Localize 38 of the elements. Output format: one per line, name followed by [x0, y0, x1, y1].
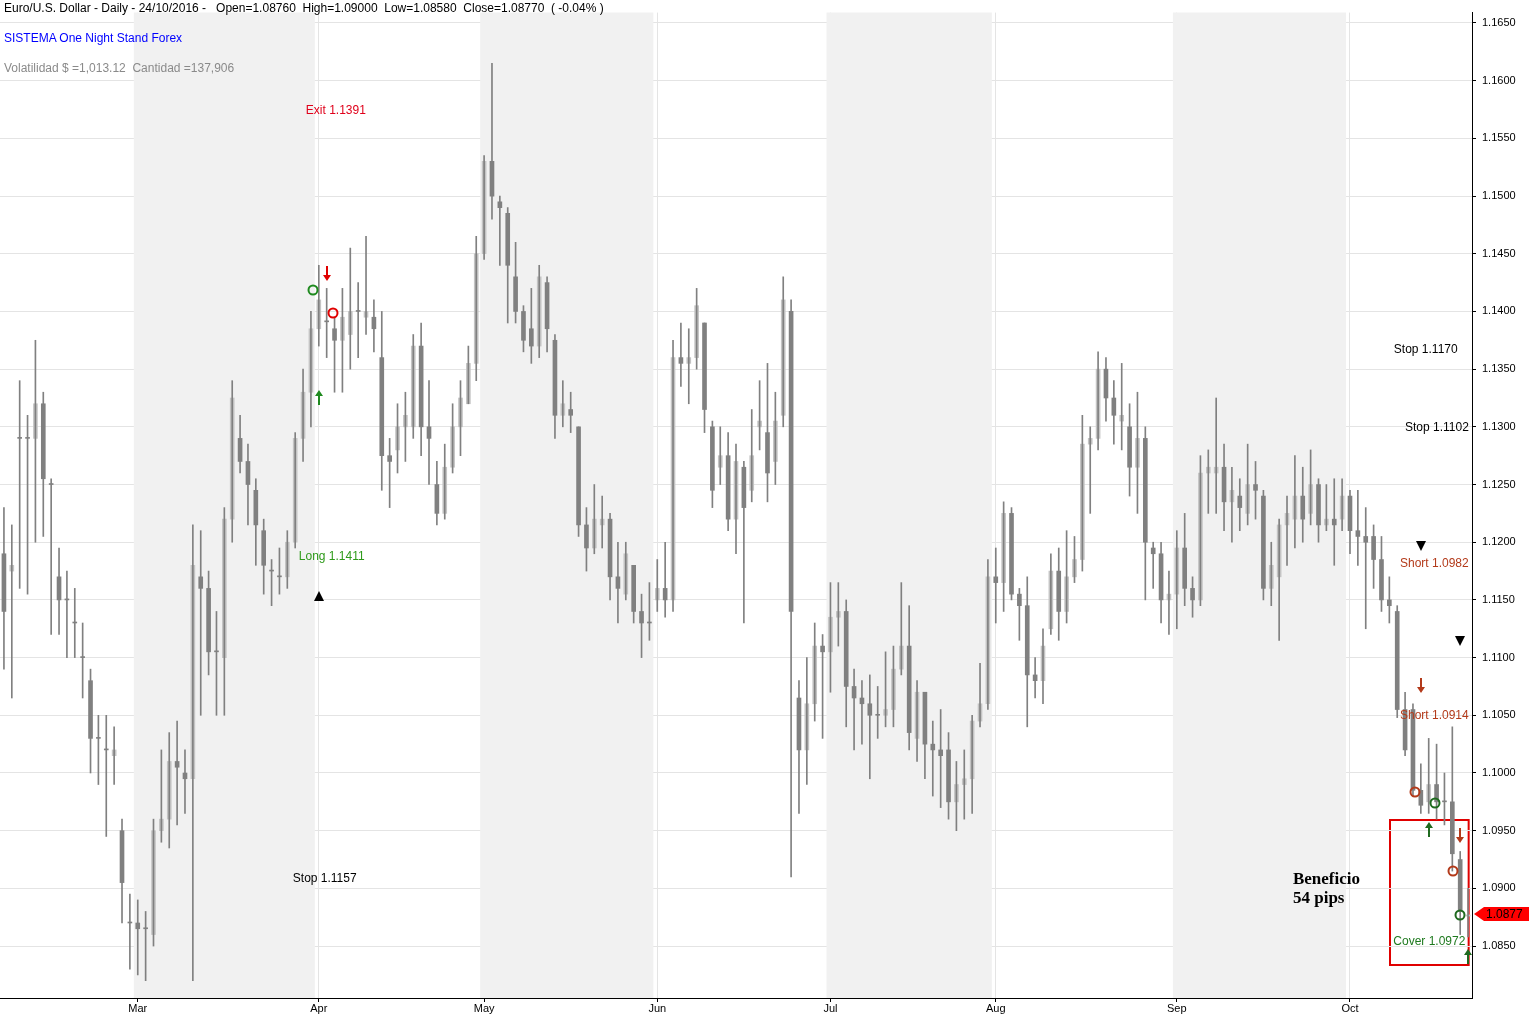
annotation: Stop 1.1102 [1405, 420, 1469, 434]
y-tick-label: 1.1300 [1482, 419, 1516, 432]
y-tick-label: 1.1200 [1482, 535, 1516, 548]
text: SISTEMA One Night Stand Forex [4, 31, 183, 45]
y-tick-label: 1.1600 [1482, 73, 1516, 86]
y-tick-label: 1.1250 [1482, 477, 1516, 490]
y-tick-label: 1.1500 [1482, 189, 1516, 202]
y-tick-label: 1.0900 [1482, 881, 1516, 894]
y-tick-label: 1.1550 [1482, 131, 1516, 144]
x-tick-label: Apr [310, 1001, 328, 1014]
annotation: Short 1.0914 [1400, 708, 1469, 722]
y-tick-label: 1.1350 [1482, 362, 1516, 375]
x-tick-label: May [473, 1001, 495, 1014]
x-tick-label: Aug [985, 1001, 1006, 1014]
annotation: Exit 1.1391 [305, 103, 366, 117]
annotation: Beneficio 54 pips [1292, 869, 1360, 907]
y-tick-label: 1.1400 [1482, 304, 1516, 317]
text: 1.0877 [1484, 907, 1529, 921]
x-tick-label: Mar [128, 1001, 148, 1014]
x-tick-label: Oct [1341, 1001, 1359, 1014]
x-tick-label: Jul [823, 1001, 838, 1014]
y-tick-label: 1.1650 [1482, 16, 1516, 29]
y-tick-label: 1.0850 [1482, 939, 1516, 952]
x-tick-label: Sep [1167, 1001, 1187, 1014]
x-tick-label: Jun [648, 1001, 667, 1014]
annotation: Short 1.0982 [1400, 556, 1469, 570]
y-tick-label: 1.1100 [1482, 650, 1515, 663]
y-tick-label: 1.1450 [1482, 246, 1516, 259]
annotation: Long 1.1411 [298, 549, 365, 563]
annotation: Volatilidad $ =1,013.12 Cantidad =137,906 [4, 61, 235, 75]
y-tick-label: 1.1000 [1482, 766, 1516, 779]
annotation: Stop 1.1170 [1393, 342, 1458, 356]
y-tick-label: 1.1150 [1482, 592, 1515, 605]
chart-title: Euro/U.S. Dollar - Daily - 24/10/2016 - Open=1.08760 High=1.09000 Low=1.08580 Close=1.08770 ( -0.04% ) [4, 1, 604, 15]
y-tick-label: 1.1050 [1482, 708, 1516, 721]
annotation: Cover 1.0972 [1393, 934, 1466, 948]
annotation: Stop 1.1157 [292, 871, 357, 885]
y-tick-label: 1.0950 [1482, 823, 1516, 836]
